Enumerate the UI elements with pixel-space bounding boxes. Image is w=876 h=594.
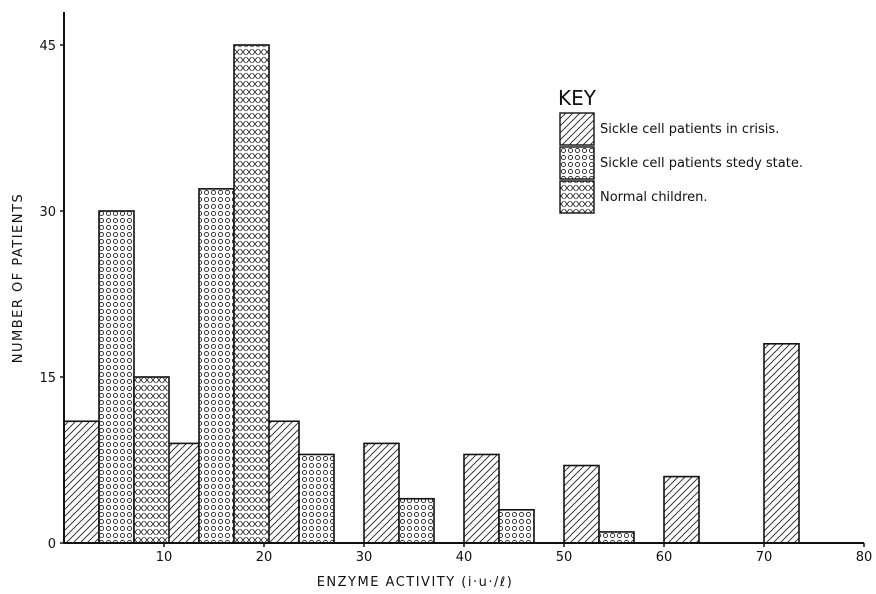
y-ticks: 0 15 30 45 xyxy=(39,39,64,552)
bar-series2-bin50 xyxy=(598,531,635,544)
legend-swatch-2 xyxy=(559,146,595,180)
y-tick-label: 0 xyxy=(48,537,56,552)
bar-series3-bin10 xyxy=(233,44,270,544)
y-tick-label: 45 xyxy=(39,39,56,54)
legend-label-1: Sickle cell patients in crisis. xyxy=(600,122,779,137)
legend-label-2: Sickle cell patients stedy state. xyxy=(600,156,803,171)
bar-series2-bin30 xyxy=(398,497,435,544)
bars-layer xyxy=(63,44,800,544)
bar-series1-bin50 xyxy=(563,464,600,544)
x-tick-label: 40 xyxy=(456,550,473,565)
bar-series1-bin20 xyxy=(263,420,300,544)
y-tick-label: 30 xyxy=(39,205,56,220)
bar-series2-bin10 xyxy=(198,188,235,544)
x-tick-label: 70 xyxy=(756,550,773,565)
bar-series1-bin40 xyxy=(463,453,500,544)
bar-series1-bin0 xyxy=(63,420,100,544)
x-ticks: 10 20 30 40 50 60 70 80 xyxy=(156,543,873,565)
legend-swatch-3 xyxy=(559,180,595,214)
bar-series2-bin40 xyxy=(498,508,535,544)
y-tick-label: 15 xyxy=(39,371,56,386)
x-tick-label: 10 xyxy=(156,550,173,565)
x-tick-label: 30 xyxy=(356,550,373,565)
bar-series2-bin0 xyxy=(98,210,135,544)
legend-label-3: Normal children. xyxy=(600,190,707,205)
x-tick-label: 60 xyxy=(656,550,673,565)
bar-series3-bin0 xyxy=(133,376,170,544)
y-axis-title: NUMBER OF PATIENTS xyxy=(11,193,26,363)
x-tick-label: 50 xyxy=(556,550,573,565)
legend-swatch-1 xyxy=(559,112,595,146)
legend: KEY Sickle cell patients in crisis.Sickl… xyxy=(558,86,803,214)
bar-series2-bin20 xyxy=(298,453,335,544)
x-tick-label: 20 xyxy=(256,550,273,565)
bar-series1-bin60 xyxy=(663,475,700,544)
x-tick-label: 80 xyxy=(856,550,873,565)
legend-title: KEY xyxy=(558,86,597,110)
bar-series1-bin30 xyxy=(363,442,400,544)
legend-items: Sickle cell patients in crisis. Sickle ce… xyxy=(559,112,803,214)
x-axis-title: ENZYME ACTIVITY (i·u·/ℓ) xyxy=(317,575,514,590)
bar-series1-bin70 xyxy=(763,342,800,544)
